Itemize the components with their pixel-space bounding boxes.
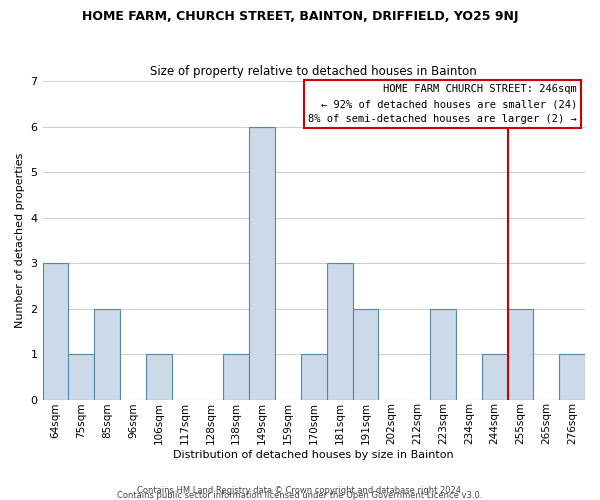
Text: Contains HM Land Registry data © Crown copyright and database right 2024.: Contains HM Land Registry data © Crown c… [137, 486, 463, 495]
Text: HOME FARM CHURCH STREET: 246sqm
← 92% of detached houses are smaller (24)
8% of : HOME FARM CHURCH STREET: 246sqm ← 92% of… [308, 84, 577, 124]
Bar [482, 354, 508, 400]
Text: Contains public sector information licensed under the Open Government Licence v3: Contains public sector information licen… [118, 491, 482, 500]
X-axis label: Distribution of detached houses by size in Bainton: Distribution of detached houses by size … [173, 450, 454, 460]
Bar [94, 308, 120, 400]
Bar [249, 126, 275, 400]
Bar [301, 354, 326, 400]
Bar [430, 308, 456, 400]
Bar [223, 354, 249, 400]
Bar [353, 308, 379, 400]
Bar [146, 354, 172, 400]
Y-axis label: Number of detached properties: Number of detached properties [15, 152, 25, 328]
Bar [326, 263, 353, 400]
Bar [43, 263, 68, 400]
Bar [559, 354, 585, 400]
Text: HOME FARM, CHURCH STREET, BAINTON, DRIFFIELD, YO25 9NJ: HOME FARM, CHURCH STREET, BAINTON, DRIFF… [82, 10, 518, 23]
Title: Size of property relative to detached houses in Bainton: Size of property relative to detached ho… [151, 66, 477, 78]
Bar [508, 308, 533, 400]
Bar [68, 354, 94, 400]
